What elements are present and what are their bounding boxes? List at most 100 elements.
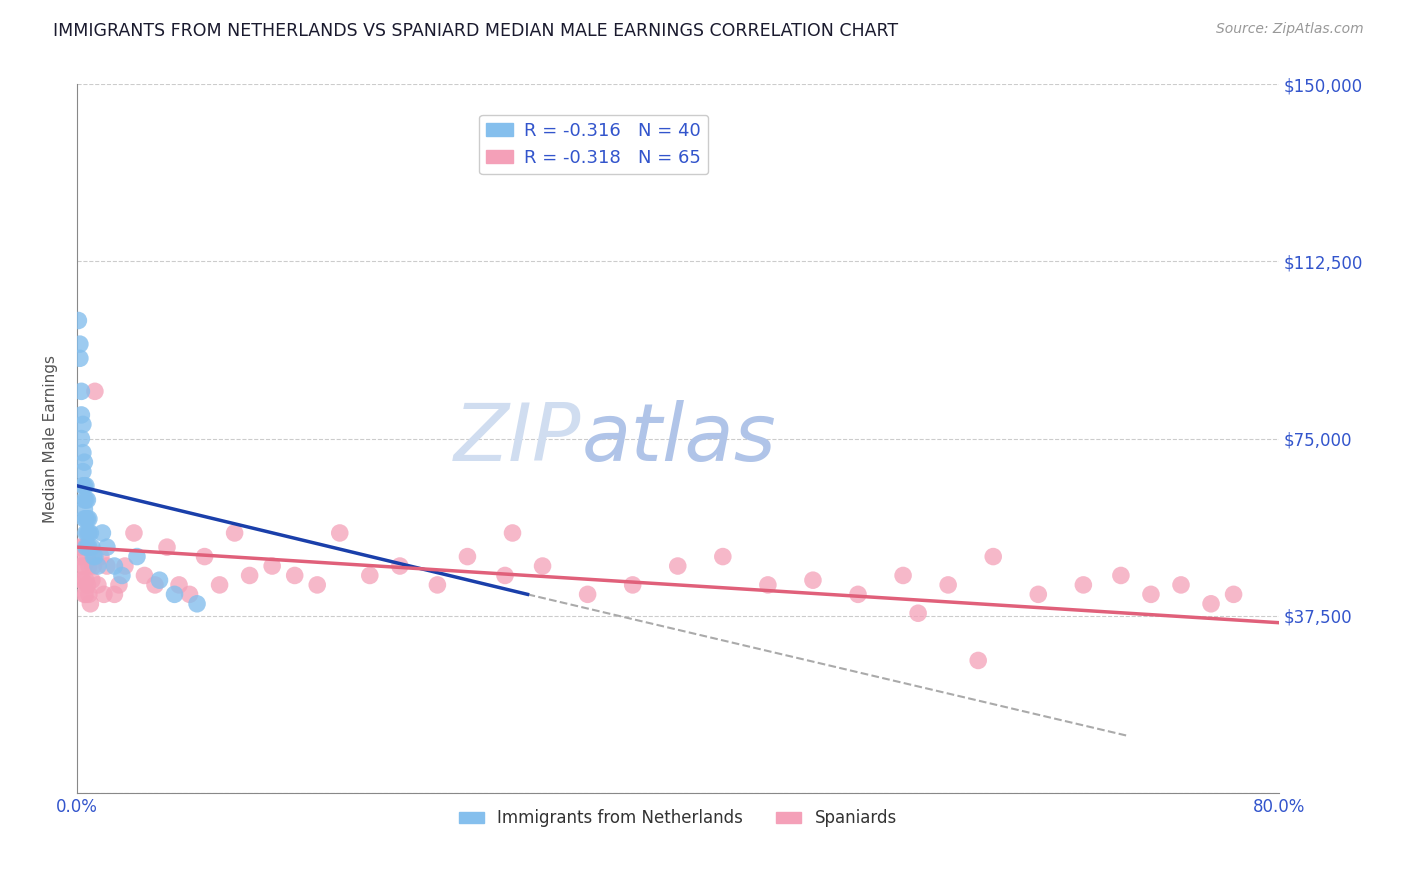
- Text: IMMIGRANTS FROM NETHERLANDS VS SPANIARD MEDIAN MALE EARNINGS CORRELATION CHART: IMMIGRANTS FROM NETHERLANDS VS SPANIARD …: [53, 22, 898, 40]
- Point: [531, 559, 554, 574]
- Point: [76, 540, 98, 554]
- Point: [96, 540, 118, 554]
- Point: [75, 573, 97, 587]
- Point: [83, 549, 105, 564]
- Point: [156, 540, 179, 554]
- Point: [621, 578, 644, 592]
- Point: [76, 549, 98, 564]
- Point: [262, 559, 284, 574]
- Point: [73, 587, 96, 601]
- Point: [114, 559, 136, 574]
- Point: [72, 573, 94, 587]
- Point: [1222, 587, 1244, 601]
- Point: [73, 455, 96, 469]
- Point: [307, 578, 329, 592]
- Point: [82, 559, 104, 574]
- Point: [502, 526, 524, 541]
- Point: [73, 492, 96, 507]
- Point: [75, 492, 97, 507]
- Point: [72, 540, 94, 554]
- Point: [148, 573, 170, 587]
- Point: [108, 578, 131, 592]
- Point: [67, 540, 90, 554]
- Point: [208, 578, 231, 592]
- Point: [143, 578, 166, 592]
- Point: [73, 559, 96, 574]
- Point: [186, 597, 208, 611]
- Point: [82, 549, 104, 564]
- Y-axis label: Median Male Earnings: Median Male Earnings: [44, 354, 58, 523]
- Point: [76, 512, 98, 526]
- Point: [79, 526, 101, 541]
- Point: [67, 313, 90, 327]
- Point: [1140, 587, 1163, 601]
- Point: [103, 587, 125, 601]
- Point: [73, 502, 96, 516]
- Point: [163, 587, 186, 601]
- Point: [73, 479, 96, 493]
- Point: [70, 432, 93, 446]
- Text: Source: ZipAtlas.com: Source: ZipAtlas.com: [1216, 22, 1364, 37]
- Point: [239, 568, 262, 582]
- Point: [1073, 578, 1095, 592]
- Point: [72, 446, 94, 460]
- Point: [179, 587, 201, 601]
- Point: [96, 559, 118, 574]
- Point: [329, 526, 352, 541]
- Point: [936, 578, 959, 592]
- Point: [75, 587, 97, 601]
- Point: [76, 578, 98, 592]
- Point: [1109, 568, 1132, 582]
- Point: [388, 559, 411, 574]
- Point: [91, 526, 114, 541]
- Point: [193, 549, 215, 564]
- Point: [75, 526, 97, 541]
- Legend: Immigrants from Netherlands, Spaniards: Immigrants from Netherlands, Spaniards: [451, 803, 904, 834]
- Point: [224, 526, 246, 541]
- Point: [494, 568, 516, 582]
- Point: [103, 559, 125, 574]
- Point: [75, 540, 97, 554]
- Point: [87, 559, 110, 574]
- Point: [1026, 587, 1049, 601]
- Point: [72, 479, 94, 493]
- Point: [1199, 597, 1222, 611]
- Point: [77, 526, 100, 541]
- Point: [73, 512, 96, 526]
- Point: [576, 587, 599, 601]
- Point: [76, 492, 98, 507]
- Point: [77, 587, 100, 601]
- Point: [426, 578, 449, 592]
- Point: [981, 549, 1004, 564]
- Point: [967, 653, 990, 667]
- Point: [801, 573, 824, 587]
- Point: [70, 559, 93, 574]
- Text: atlas: atlas: [582, 400, 776, 477]
- Point: [72, 417, 94, 432]
- Point: [70, 384, 93, 399]
- Point: [93, 587, 115, 601]
- Point: [75, 512, 97, 526]
- Point: [284, 568, 307, 582]
- Point: [666, 559, 689, 574]
- Point: [756, 578, 779, 592]
- Point: [69, 549, 91, 564]
- Point: [69, 337, 91, 351]
- Point: [76, 526, 98, 541]
- Text: ZIP: ZIP: [454, 400, 582, 477]
- Point: [125, 549, 148, 564]
- Point: [75, 479, 97, 493]
- Point: [122, 526, 145, 541]
- Point: [83, 384, 105, 399]
- Point: [167, 578, 190, 592]
- Point: [69, 351, 91, 366]
- Point: [80, 540, 103, 554]
- Point: [846, 587, 869, 601]
- Point: [72, 465, 94, 479]
- Point: [1170, 578, 1192, 592]
- Point: [70, 408, 93, 422]
- Point: [907, 606, 929, 620]
- Point: [79, 597, 101, 611]
- Point: [711, 549, 734, 564]
- Point: [111, 568, 134, 582]
